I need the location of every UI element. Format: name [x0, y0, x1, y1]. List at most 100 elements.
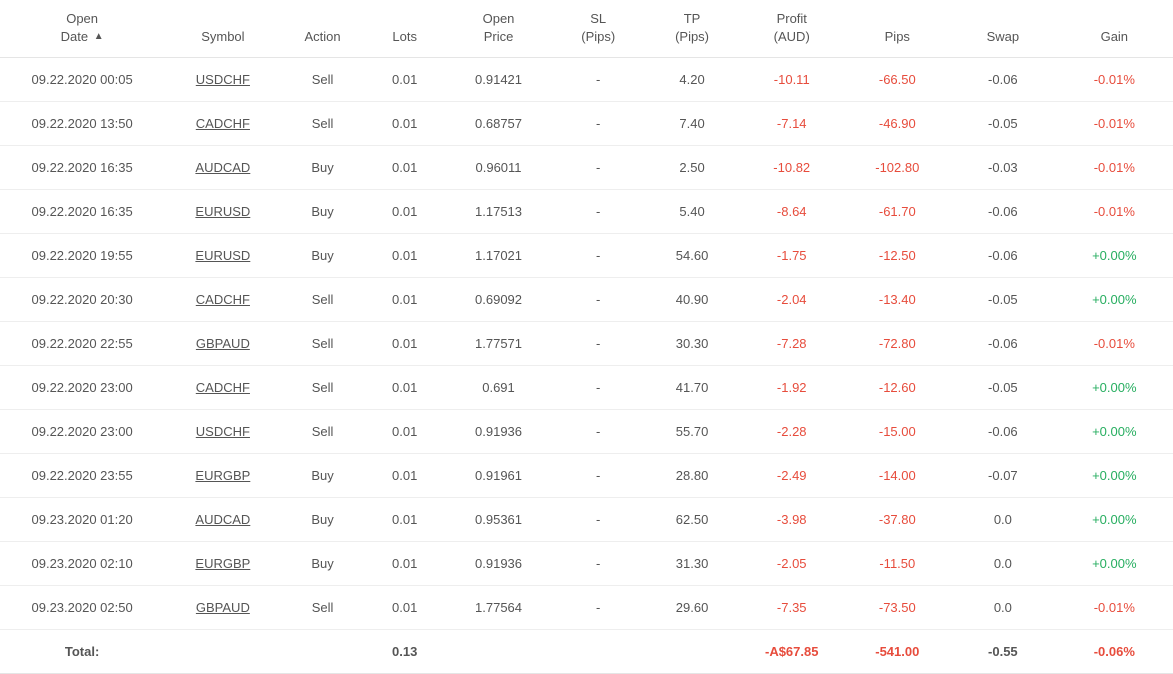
- cell-pips: -12.50: [845, 234, 951, 278]
- cell-lots: 0.01: [364, 542, 446, 586]
- table-row: 09.22.2020 20:30CADCHFSell0.010.69092-40…: [0, 278, 1173, 322]
- cell-gain: +0.00%: [1056, 498, 1173, 542]
- cell-gain: +0.00%: [1056, 278, 1173, 322]
- cell-profit: -10.82: [739, 146, 845, 190]
- cell-tp: 7.40: [645, 102, 739, 146]
- cell-action: Buy: [282, 146, 364, 190]
- cell-action: Sell: [282, 586, 364, 630]
- symbol-link[interactable]: EURUSD: [195, 248, 250, 263]
- cell-gain: +0.00%: [1056, 234, 1173, 278]
- column-header-action[interactable]: Action: [282, 0, 364, 58]
- cell-gain: -0.01%: [1056, 146, 1173, 190]
- cell-lots: 0.01: [364, 322, 446, 366]
- cell-sl: -: [551, 366, 645, 410]
- symbol-link[interactable]: AUDCAD: [195, 512, 250, 527]
- cell-pips: -14.00: [845, 454, 951, 498]
- footer-gain: -0.06%: [1056, 630, 1173, 674]
- symbol-link[interactable]: AUDCAD: [195, 160, 250, 175]
- cell-symbol: AUDCAD: [164, 146, 281, 190]
- cell-open-date: 09.22.2020 19:55: [0, 234, 164, 278]
- cell-open-price: 0.68757: [446, 102, 552, 146]
- symbol-link[interactable]: CADCHF: [196, 292, 250, 307]
- symbol-link[interactable]: EURGBP: [195, 468, 250, 483]
- column-header-open_price[interactable]: OpenPrice: [446, 0, 552, 58]
- cell-lots: 0.01: [364, 454, 446, 498]
- column-header-swap[interactable]: Swap: [950, 0, 1056, 58]
- cell-open-date: 09.23.2020 02:10: [0, 542, 164, 586]
- cell-tp: 2.50: [645, 146, 739, 190]
- cell-lots: 0.01: [364, 234, 446, 278]
- cell-open-price: 1.17021: [446, 234, 552, 278]
- cell-profit: -7.35: [739, 586, 845, 630]
- cell-open-price: 0.91961: [446, 454, 552, 498]
- cell-swap: 0.0: [950, 586, 1056, 630]
- cell-tp: 29.60: [645, 586, 739, 630]
- cell-symbol: CADCHF: [164, 278, 281, 322]
- cell-sl: -: [551, 190, 645, 234]
- cell-sl: -: [551, 542, 645, 586]
- cell-profit: -3.98: [739, 498, 845, 542]
- cell-tp: 54.60: [645, 234, 739, 278]
- column-header-open_date[interactable]: OpenDate ▲: [0, 0, 164, 58]
- cell-tp: 31.30: [645, 542, 739, 586]
- cell-swap: -0.06: [950, 58, 1056, 102]
- cell-tp: 28.80: [645, 454, 739, 498]
- symbol-link[interactable]: GBPAUD: [196, 600, 250, 615]
- table-row: 09.22.2020 23:00CADCHFSell0.010.691-41.7…: [0, 366, 1173, 410]
- cell-symbol: EURGBP: [164, 542, 281, 586]
- cell-tp: 62.50: [645, 498, 739, 542]
- cell-profit: -2.49: [739, 454, 845, 498]
- symbol-link[interactable]: USDCHF: [196, 424, 250, 439]
- cell-action: Sell: [282, 58, 364, 102]
- cell-open-price: 0.91936: [446, 542, 552, 586]
- cell-tp: 40.90: [645, 278, 739, 322]
- cell-action: Sell: [282, 410, 364, 454]
- table-footer: Total: 0.13 -A$67.85 -541.00 -0.55 -0.06…: [0, 630, 1173, 674]
- column-header-tp[interactable]: TP(Pips): [645, 0, 739, 58]
- cell-symbol: USDCHF: [164, 58, 281, 102]
- cell-sl: -: [551, 586, 645, 630]
- sort-asc-icon: ▲: [94, 31, 104, 42]
- symbol-link[interactable]: CADCHF: [196, 380, 250, 395]
- cell-profit: -2.28: [739, 410, 845, 454]
- cell-lots: 0.01: [364, 498, 446, 542]
- symbol-link[interactable]: CADCHF: [196, 116, 250, 131]
- cell-sl: -: [551, 278, 645, 322]
- cell-tp: 4.20: [645, 58, 739, 102]
- symbol-link[interactable]: EURGBP: [195, 556, 250, 571]
- cell-open-date: 09.22.2020 20:30: [0, 278, 164, 322]
- footer-total-label: Total:: [0, 630, 164, 674]
- cell-profit: -7.14: [739, 102, 845, 146]
- cell-swap: -0.06: [950, 410, 1056, 454]
- column-header-lots[interactable]: Lots: [364, 0, 446, 58]
- cell-pips: -102.80: [845, 146, 951, 190]
- column-header-gain[interactable]: Gain: [1056, 0, 1173, 58]
- cell-sl: -: [551, 410, 645, 454]
- cell-lots: 0.01: [364, 146, 446, 190]
- cell-pips: -66.50: [845, 58, 951, 102]
- cell-open-date: 09.22.2020 00:05: [0, 58, 164, 102]
- table-row: 09.22.2020 00:05USDCHFSell0.010.91421-4.…: [0, 58, 1173, 102]
- column-header-sl[interactable]: SL(Pips): [551, 0, 645, 58]
- cell-gain: +0.00%: [1056, 542, 1173, 586]
- trades-table: OpenDate ▲SymbolActionLotsOpenPriceSL(Pi…: [0, 0, 1173, 674]
- table-row: 09.22.2020 13:50CADCHFSell0.010.68757-7.…: [0, 102, 1173, 146]
- symbol-link[interactable]: USDCHF: [196, 72, 250, 87]
- cell-profit: -10.11: [739, 58, 845, 102]
- symbol-link[interactable]: GBPAUD: [196, 336, 250, 351]
- cell-symbol: USDCHF: [164, 410, 281, 454]
- cell-action: Sell: [282, 366, 364, 410]
- footer-pips: -541.00: [845, 630, 951, 674]
- table-row: 09.22.2020 16:35AUDCADBuy0.010.96011-2.5…: [0, 146, 1173, 190]
- cell-symbol: CADCHF: [164, 366, 281, 410]
- cell-gain: +0.00%: [1056, 454, 1173, 498]
- symbol-link[interactable]: EURUSD: [195, 204, 250, 219]
- cell-swap: -0.06: [950, 190, 1056, 234]
- column-header-symbol[interactable]: Symbol: [164, 0, 281, 58]
- cell-action: Buy: [282, 542, 364, 586]
- column-header-profit[interactable]: Profit(AUD): [739, 0, 845, 58]
- cell-profit: -7.28: [739, 322, 845, 366]
- column-header-pips[interactable]: Pips: [845, 0, 951, 58]
- cell-sl: -: [551, 234, 645, 278]
- cell-gain: -0.01%: [1056, 586, 1173, 630]
